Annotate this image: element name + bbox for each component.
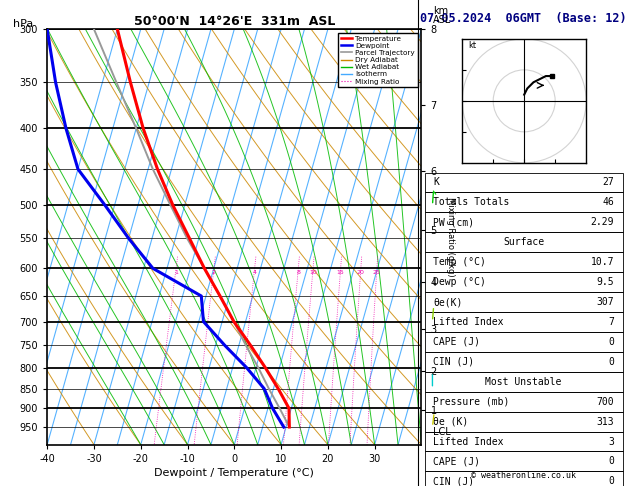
Text: Pressure (mb): Pressure (mb) bbox=[433, 397, 509, 407]
Text: Lifted Index: Lifted Index bbox=[433, 317, 504, 327]
Text: CIN (J): CIN (J) bbox=[433, 357, 474, 367]
X-axis label: Dewpoint / Temperature (°C): Dewpoint / Temperature (°C) bbox=[154, 468, 314, 478]
Bar bbox=[425, 312, 623, 332]
Text: 7: 7 bbox=[608, 317, 615, 327]
Text: Mixing Ratio (g/kg): Mixing Ratio (g/kg) bbox=[446, 197, 455, 277]
Text: θe (K): θe (K) bbox=[433, 417, 468, 427]
Text: Surface: Surface bbox=[503, 237, 544, 247]
Text: 20: 20 bbox=[357, 271, 365, 276]
Text: 313: 313 bbox=[597, 417, 615, 427]
Text: 0: 0 bbox=[608, 357, 615, 367]
Text: 0: 0 bbox=[608, 476, 615, 486]
Text: 46: 46 bbox=[603, 197, 615, 208]
Text: Totals Totals: Totals Totals bbox=[433, 197, 509, 208]
Text: PW (cm): PW (cm) bbox=[433, 217, 474, 227]
Bar bbox=[425, 192, 623, 212]
Text: 9.5: 9.5 bbox=[597, 277, 615, 287]
Text: CAPE (J): CAPE (J) bbox=[433, 456, 480, 467]
Text: © weatheronline.co.uk: © weatheronline.co.uk bbox=[471, 471, 576, 480]
Text: km
ASL: km ASL bbox=[433, 6, 451, 25]
Text: LCL: LCL bbox=[433, 427, 450, 437]
Bar bbox=[425, 272, 623, 292]
Bar bbox=[425, 451, 623, 471]
Text: 2: 2 bbox=[212, 271, 216, 276]
Text: 3: 3 bbox=[608, 436, 615, 447]
Text: 07.05.2024  06GMT  (Base: 12): 07.05.2024 06GMT (Base: 12) bbox=[420, 12, 627, 25]
Text: 700: 700 bbox=[597, 397, 615, 407]
Bar bbox=[425, 372, 623, 392]
Text: 1: 1 bbox=[174, 271, 178, 276]
Text: 0: 0 bbox=[608, 456, 615, 467]
Text: K: K bbox=[433, 177, 439, 188]
Text: Most Unstable: Most Unstable bbox=[486, 377, 562, 387]
Text: CIN (J): CIN (J) bbox=[433, 476, 474, 486]
Text: Lifted Index: Lifted Index bbox=[433, 436, 504, 447]
Text: 10: 10 bbox=[309, 271, 317, 276]
Bar bbox=[425, 232, 623, 252]
Text: 4: 4 bbox=[253, 271, 257, 276]
Text: 15: 15 bbox=[337, 271, 345, 276]
Text: 27: 27 bbox=[603, 177, 615, 188]
Bar bbox=[425, 252, 623, 272]
Text: kt: kt bbox=[469, 41, 477, 50]
Bar bbox=[425, 332, 623, 352]
Bar bbox=[425, 212, 623, 232]
Text: Dewp (°C): Dewp (°C) bbox=[433, 277, 486, 287]
Bar bbox=[425, 173, 623, 192]
Text: CAPE (J): CAPE (J) bbox=[433, 337, 480, 347]
Bar bbox=[425, 352, 623, 372]
Text: 25: 25 bbox=[373, 271, 381, 276]
Text: 2.29: 2.29 bbox=[591, 217, 615, 227]
Bar bbox=[425, 471, 623, 486]
Bar bbox=[425, 292, 623, 312]
Bar bbox=[425, 412, 623, 432]
Text: 8: 8 bbox=[296, 271, 300, 276]
Legend: Temperature, Dewpoint, Parcel Trajectory, Dry Adiabat, Wet Adiabat, Isotherm, Mi: Temperature, Dewpoint, Parcel Trajectory… bbox=[338, 33, 418, 87]
Text: Temp (°C): Temp (°C) bbox=[433, 257, 486, 267]
Text: 10.7: 10.7 bbox=[591, 257, 615, 267]
Text: hPa: hPa bbox=[13, 19, 33, 29]
Text: θe(K): θe(K) bbox=[433, 297, 462, 307]
Bar bbox=[425, 392, 623, 412]
Bar bbox=[425, 432, 623, 451]
Text: 307: 307 bbox=[597, 297, 615, 307]
Text: 0: 0 bbox=[608, 337, 615, 347]
Title: 50°00'N  14°26'E  331m  ASL: 50°00'N 14°26'E 331m ASL bbox=[133, 15, 335, 28]
